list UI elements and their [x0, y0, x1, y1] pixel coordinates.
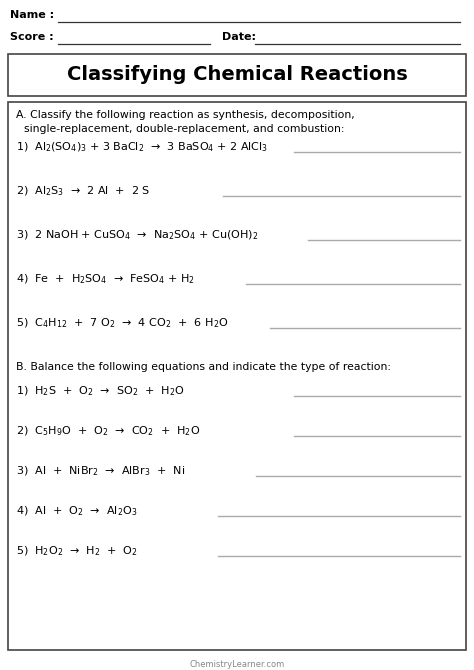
Text: 5)  H$_2$O$_2$  →  H$_2$  +  O$_2$: 5) H$_2$O$_2$ → H$_2$ + O$_2$: [16, 544, 138, 557]
Text: 4)  Fe  +  H$_2$SO$_4$  →  FeSO$_4$ + H$_2$: 4) Fe + H$_2$SO$_4$ → FeSO$_4$ + H$_2$: [16, 272, 195, 285]
Text: 2)  Al$_2$S$_3$  →  2 Al  +  2 S: 2) Al$_2$S$_3$ → 2 Al + 2 S: [16, 184, 150, 198]
Bar: [8, 102, 466, 650]
Text: B. Balance the following equations and indicate the type of reaction:: B. Balance the following equations and i…: [16, 362, 391, 372]
Text: Classifying Chemical Reactions: Classifying Chemical Reactions: [67, 66, 407, 84]
Text: 1)  H$_2$S  +  O$_2$  →  SO$_2$  +  H$_2$O: 1) H$_2$S + O$_2$ → SO$_2$ + H$_2$O: [16, 384, 185, 397]
Text: Score :: Score :: [10, 32, 54, 42]
Text: 2)  C$_5$H$_9$O  +  O$_2$  →  CO$_2$  +  H$_2$O: 2) C$_5$H$_9$O + O$_2$ → CO$_2$ + H$_2$O: [16, 424, 201, 438]
Text: ChemistryLearner.com: ChemistryLearner.com: [190, 660, 284, 669]
Bar: [8, 54, 466, 96]
Text: single-replacement, double-replacement, and combustion:: single-replacement, double-replacement, …: [24, 124, 345, 134]
Text: 5)  C$_4$H$_{12}$  +  7 O$_2$  →  4 CO$_2$  +  6 H$_2$O: 5) C$_4$H$_{12}$ + 7 O$_2$ → 4 CO$_2$ + …: [16, 316, 228, 330]
Text: 4)  Al  +  O$_2$  →  Al$_2$O$_3$: 4) Al + O$_2$ → Al$_2$O$_3$: [16, 504, 137, 518]
Text: Name :: Name :: [10, 10, 54, 20]
Text: A. Classify the following reaction as synthesis, decomposition,: A. Classify the following reaction as sy…: [16, 110, 355, 120]
Text: 3)  Al  +  NiBr$_2$  →  AlBr$_3$  +  Ni: 3) Al + NiBr$_2$ → AlBr$_3$ + Ni: [16, 464, 185, 478]
Text: 1)  Al$_2$(SO$_4$)$_3$ + 3 BaCl$_2$  →  3 BaSO$_4$ + 2 AlCl$_3$: 1) Al$_2$(SO$_4$)$_3$ + 3 BaCl$_2$ → 3 B…: [16, 140, 268, 153]
Text: Date:: Date:: [222, 32, 256, 42]
Text: 3)  2 NaOH + CuSO$_4$  →  Na$_2$SO$_4$ + Cu(OH)$_2$: 3) 2 NaOH + CuSO$_4$ → Na$_2$SO$_4$ + Cu…: [16, 228, 258, 242]
